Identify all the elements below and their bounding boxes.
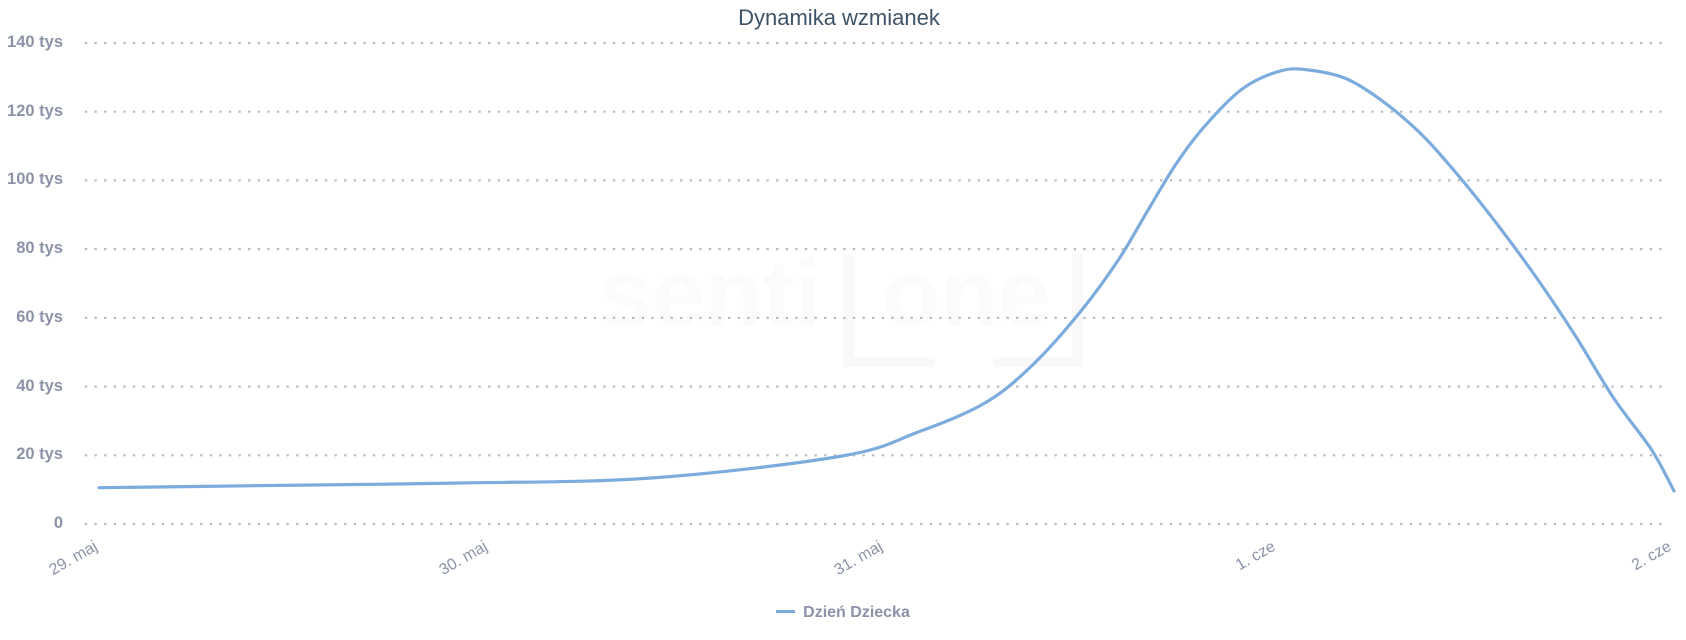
svg-text:senti: senti [599,241,821,347]
svg-text:one: one [882,241,1051,347]
